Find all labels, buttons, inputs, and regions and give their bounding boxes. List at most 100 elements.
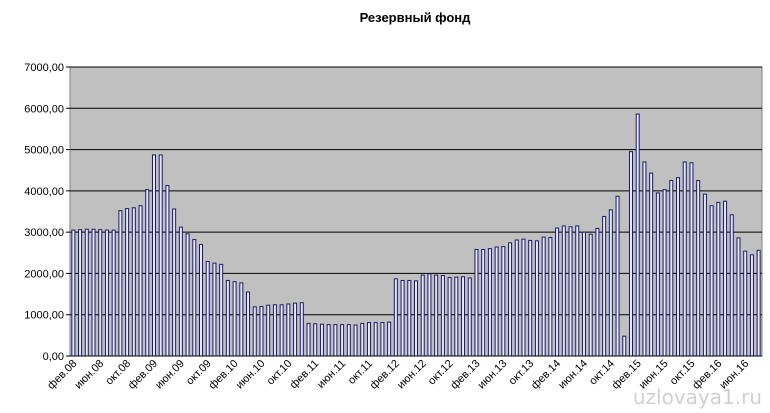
bar [138, 205, 143, 357]
bar [252, 306, 257, 357]
bar [71, 229, 76, 357]
x-tick-label: фев.14 [529, 358, 563, 392]
bar [756, 249, 761, 357]
bar [534, 240, 539, 357]
bar [508, 242, 513, 357]
bar [387, 321, 392, 357]
bar [212, 262, 217, 357]
bar [716, 201, 721, 357]
y-tick-label: 2000,00 [24, 268, 64, 280]
bar [366, 322, 371, 357]
bar [541, 236, 546, 357]
bar [165, 184, 170, 357]
bar [420, 274, 425, 357]
bar [662, 189, 667, 357]
chart-title: Резервный фонд [360, 10, 472, 25]
bar [272, 304, 277, 357]
bar [481, 248, 486, 357]
bar [400, 279, 405, 357]
bar [286, 303, 291, 357]
bar [514, 239, 519, 357]
bar [111, 229, 116, 357]
bar [353, 324, 358, 357]
bar [467, 277, 472, 357]
bar [340, 324, 345, 357]
x-tick-label: июн.11 [315, 358, 348, 391]
bar [131, 207, 136, 357]
bar [239, 282, 244, 357]
bar [199, 244, 204, 357]
bar [219, 263, 224, 357]
bar [293, 302, 298, 357]
bar [259, 305, 264, 357]
bar [649, 172, 654, 357]
bar [172, 208, 177, 357]
bar [246, 291, 251, 357]
bar [84, 228, 89, 357]
x-tick-label: фев.13 [448, 358, 482, 392]
x-tick-label: июн.10 [234, 358, 268, 392]
bar [615, 195, 620, 357]
bar [205, 260, 210, 357]
bar [225, 279, 230, 357]
bar [373, 322, 378, 357]
y-tick-label: 5000,00 [24, 145, 64, 157]
bar [561, 225, 566, 357]
bar [447, 277, 452, 357]
bar [696, 180, 701, 357]
bar [723, 200, 728, 357]
bar [407, 279, 412, 357]
y-tick-label: 3000,00 [24, 227, 64, 239]
bar [461, 276, 466, 357]
bar [98, 229, 103, 357]
bar [528, 239, 533, 357]
bar [595, 227, 600, 357]
watermark: uzlovaya1.ru [633, 385, 762, 409]
x-tick-label: фев.12 [368, 358, 402, 392]
bar [682, 161, 687, 357]
bar [622, 335, 627, 357]
bar [333, 324, 338, 357]
bar [118, 210, 123, 357]
bar [393, 278, 398, 357]
bar [749, 254, 754, 357]
bar [279, 304, 284, 357]
bar [676, 177, 681, 357]
bar [501, 246, 506, 357]
bar [192, 239, 197, 357]
x-tick-label: июн.14 [556, 358, 590, 392]
bar [145, 189, 150, 357]
bar [319, 323, 324, 357]
bar [655, 192, 660, 357]
x-tick-label: июн.13 [476, 358, 510, 392]
bar [326, 324, 331, 357]
x-tick-label: фев.11 [288, 358, 322, 392]
x-tick-label: июн.08 [73, 358, 107, 392]
bar [158, 154, 163, 357]
bar [306, 322, 311, 357]
bar [669, 180, 674, 357]
bar [602, 215, 607, 357]
bar [91, 228, 96, 357]
bar [555, 227, 560, 357]
bar [346, 324, 351, 357]
bar [151, 154, 156, 357]
bar [454, 276, 459, 357]
x-tick-label: фев.09 [126, 358, 160, 392]
y-tick-label: 7000,00 [24, 62, 64, 74]
bar [360, 322, 365, 357]
bar [104, 229, 109, 357]
bar [568, 226, 573, 357]
bar [487, 248, 492, 357]
bar [642, 161, 647, 357]
bar [232, 281, 237, 357]
y-tick-label: 1000,00 [24, 310, 64, 322]
bar [299, 302, 304, 357]
bar [736, 237, 741, 357]
bar [414, 280, 418, 357]
bar [709, 205, 714, 357]
bar [185, 233, 190, 357]
bar [702, 193, 707, 357]
x-tick-label: фев.10 [207, 358, 241, 392]
y-tick-label: 4000,00 [24, 186, 64, 198]
